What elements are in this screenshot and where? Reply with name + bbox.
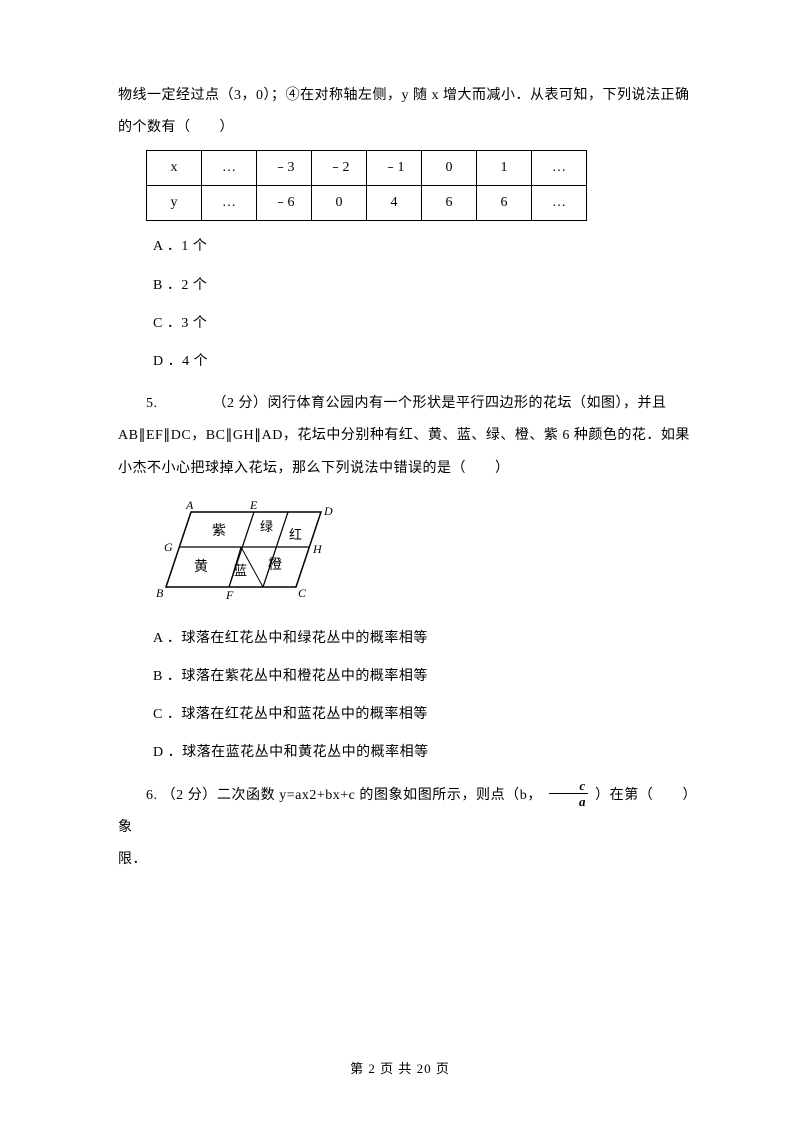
q6-stem-line1: 6. （2 分）二次函数 y=ax2+bx+c 的图象如图所示，则点（b， c …	[118, 780, 690, 844]
table-cell: …	[532, 151, 587, 186]
table-cell: 0	[312, 186, 367, 221]
table-cell: …	[202, 186, 257, 221]
table-cell: …	[202, 151, 257, 186]
q4-stem-line1: 物线一定经过点（3，0）；④在对称轴左侧，y 随 x 增大而减小．从表可知，下列…	[118, 80, 690, 112]
table-cell: 4	[367, 186, 422, 221]
q5-option-a: A ．球落在红花丛中和绿花丛中的概率相等	[153, 623, 690, 655]
q5-option-d: D ．球落在蓝花丛中和黄花丛中的概率相等	[153, 737, 690, 769]
q5-stem-line1: 5. （2 分）闵行体育公园内有一个形状是平行四边形的花坛（如图），并且	[118, 388, 690, 420]
q4-option-b: B ．2 个	[153, 270, 690, 302]
table-cell: ﹣1	[367, 151, 422, 186]
q6-stem-line2: 限．	[118, 844, 690, 876]
fraction-denominator: a	[549, 794, 588, 808]
cell-red: 红	[289, 527, 302, 542]
label-d: D	[323, 504, 333, 518]
table-cell: ﹣2	[312, 151, 367, 186]
q5-stem-line2: AB∥EF∥DC，BC∥GH∥AD，花坛中分别种有红、黄、蓝、绿、橙、紫 6 种…	[118, 420, 690, 452]
table-cell: 6	[477, 186, 532, 221]
table-cell: 1	[477, 151, 532, 186]
label-a: A	[185, 498, 194, 512]
label-f: F	[225, 588, 234, 602]
q5-option-c: C ．球落在红花丛中和蓝花丛中的概率相等	[153, 699, 690, 731]
page-footer: 第 2 页 共 20 页	[0, 1054, 800, 1084]
label-g: G	[164, 540, 173, 554]
label-h: H	[312, 542, 323, 556]
fraction-numerator: c	[549, 779, 588, 794]
table-row: x … ﹣3 ﹣2 ﹣1 0 1 …	[147, 151, 587, 186]
label-e: E	[249, 498, 258, 512]
q4-option-d: D ．4 个	[153, 346, 690, 378]
page: 物线一定经过点（3，0）；④在对称轴左侧，y 随 x 增大而减小．从表可知，下列…	[0, 0, 800, 1132]
label-c: C	[298, 586, 307, 600]
q4-stem-line2: 的个数有（ ）	[118, 112, 690, 144]
data-table: x … ﹣3 ﹣2 ﹣1 0 1 … y … ﹣6 0 4 6 6 …	[146, 150, 587, 221]
cell-green: 绿	[260, 519, 273, 534]
label-b: B	[156, 586, 164, 600]
fraction-c-over-a: c a	[549, 779, 588, 808]
table-cell: ﹣3	[257, 151, 312, 186]
parallelogram-figure: A D C B E F G H 紫 绿 红 黄 蓝 橙	[146, 497, 690, 615]
q5-stem-line3: 小杰不小心把球掉入花坛，那么下列说法中错误的是（ ）	[118, 453, 690, 485]
table-cell: y	[147, 186, 202, 221]
table-row: y … ﹣6 0 4 6 6 …	[147, 186, 587, 221]
table-cell: x	[147, 151, 202, 186]
cell-purple: 紫	[212, 523, 226, 539]
cell-orange: 橙	[268, 557, 282, 573]
q6-before-frac: 6. （2 分）二次函数 y=ax2+bx+c 的图象如图所示，则点（b，	[146, 788, 542, 803]
cell-blue: 蓝	[234, 563, 247, 578]
table-cell: ﹣6	[257, 186, 312, 221]
table-cell: 6	[422, 186, 477, 221]
table-cell: 0	[422, 151, 477, 186]
table-cell: …	[532, 186, 587, 221]
q4-option-a: A ．1 个	[153, 231, 690, 263]
cell-yellow: 黄	[194, 558, 208, 575]
q5-option-b: B ．球落在紫花丛中和橙花丛中的概率相等	[153, 661, 690, 693]
q4-option-c: C ．3 个	[153, 308, 690, 340]
